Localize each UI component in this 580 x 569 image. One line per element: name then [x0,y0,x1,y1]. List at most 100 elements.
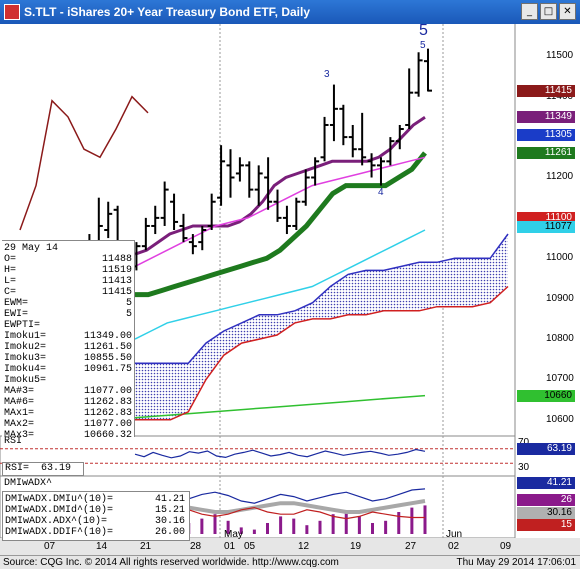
price-tick: 10700 [546,373,574,384]
dmi-label: DMIwADX.ADX^(10)= [5,516,108,527]
ohlc-bar [104,201,113,239]
date-label: 07 [44,541,56,552]
date-label: 05 [244,541,256,552]
rsi-readout-value: 63.19 [41,463,72,474]
date-label: 19 [350,541,362,552]
price-tick: 11000 [546,252,574,263]
price-tag: 11349 [517,111,575,123]
rsi-tick-30: 30 [518,462,530,473]
ohlc-bar [320,116,329,162]
dmi-tag: 30.16 [517,507,575,519]
price-tag: 11305 [517,129,575,141]
wave-label-5-large: 5 [419,22,428,39]
date-label: 14 [96,541,108,552]
rsi-panel-bg [0,435,516,477]
ohlc-bar [376,157,385,186]
data-box-value: 11261.50 [83,342,132,353]
wave-label-3: 3 [324,69,330,80]
ohlc-bar [245,161,254,198]
window-title: S.TLT - iShares 20+ Year Treasury Bond E… [24,5,311,19]
series-ma-6 [135,151,427,298]
data-box-label: EWM= [4,298,29,309]
price-tag: 10660 [517,390,575,402]
data-box-label: MAx1= [4,408,35,419]
dmi-value: 41.21 [154,494,185,505]
source-text: Source: CQG Inc. © 2014 All rights reser… [3,557,339,568]
date-label: 09 [500,541,512,552]
close-button[interactable]: ✕ [559,3,576,20]
ohlc-bar [414,52,423,97]
ohlc-bar [282,205,291,235]
data-box-label: C= [4,287,17,298]
ohlc-bar [160,181,169,226]
title-bar: S.TLT - iShares 20+ Year Treasury Bond E… [0,0,580,24]
data-box-label: MAx3= [4,430,35,441]
rsi-line [134,448,426,459]
dmi-value: 30.16 [154,516,185,527]
wave-label-5-small: 5 [420,40,426,51]
ohlc-bar [348,124,357,158]
ohlc-bar [424,48,432,92]
dmi-tag: 26 [517,494,575,506]
rsi-tick-70: 70 [518,437,529,448]
price-tick: 10800 [546,333,574,344]
maximize-button[interactable]: □ [540,3,557,20]
dmi-tag: 41.21 [517,477,575,489]
price-tick: 10900 [546,293,574,304]
date-axis-bg [0,538,580,555]
rsi-readout-box: RSI= 63.19 [2,462,84,476]
ohlc-bar [339,104,348,146]
ohlc-bar [188,234,197,255]
data-box-value: 11262.83 [83,408,132,419]
data-box-label: Imoku2= [4,342,47,353]
data-box-label: MA#3= [4,386,35,397]
data-box-value: 11349.00 [83,331,132,342]
ohlc-bar [179,213,188,243]
data-box-label: EWI= [4,309,29,320]
series-cloud-bottom [135,285,509,421]
dmi-name: DMIwADX^ [4,478,53,489]
data-box-label: Imoku3= [4,353,47,364]
data-box-value: 5 [125,298,132,309]
rsi-price-tag: 63.19 [517,443,575,455]
date-label: 12 [298,541,310,552]
ohlc-bar [217,145,226,206]
dmi-value: 15.21 [154,505,185,516]
data-box-value: 11415 [101,287,132,298]
ohlc-bar [311,157,320,186]
ohlc-bar [151,205,160,235]
price-tag: 11077 [517,221,575,233]
data-box-value: 5 [125,309,132,320]
month-label-jun: Jun [446,529,463,540]
data-box-value: 10660.32 [83,430,132,441]
dmi-readout-box: DMIwADX.DMIu^(10)= 41.21 DMIwADX.DMId^(10)… [2,491,190,541]
data-box-label: MA#6= [4,397,35,408]
data-box-date: 29 May 14 [4,243,59,254]
data-box-label: Imoku1= [4,331,47,342]
ohlc-bar [386,137,395,166]
ohlc-bar [235,157,244,182]
data-box-value: 11413 [101,276,132,287]
date-label: 01 [224,541,236,552]
data-box-label: O= [4,254,17,265]
series-cloud-top [135,233,509,365]
dmi-label: DMIwADX.DDIF^(10)= [5,527,114,538]
minimize-button[interactable]: _ [521,3,538,20]
app-icon [4,4,20,20]
ohlc-bar [170,193,179,230]
timestamp-text: Thu May 29 2014 17:06:01 [456,557,576,568]
price-tick: 11200 [546,171,574,182]
ohlc-bar [292,197,301,230]
data-box-value: 11262.83 [83,397,132,408]
data-box-value: 11077.00 [83,386,132,397]
series-close-line [19,95,149,231]
data-box-label: EWPTI= [4,320,41,331]
rsi-name: RSI [4,436,23,447]
price-tick: 10600 [546,414,574,425]
month-label-may: May [224,529,243,540]
data-box-value: 11488 [101,254,132,265]
data-box-value: 11077.00 [83,419,132,430]
ohlc-bar [358,112,367,166]
ohlc-bar [141,217,150,251]
